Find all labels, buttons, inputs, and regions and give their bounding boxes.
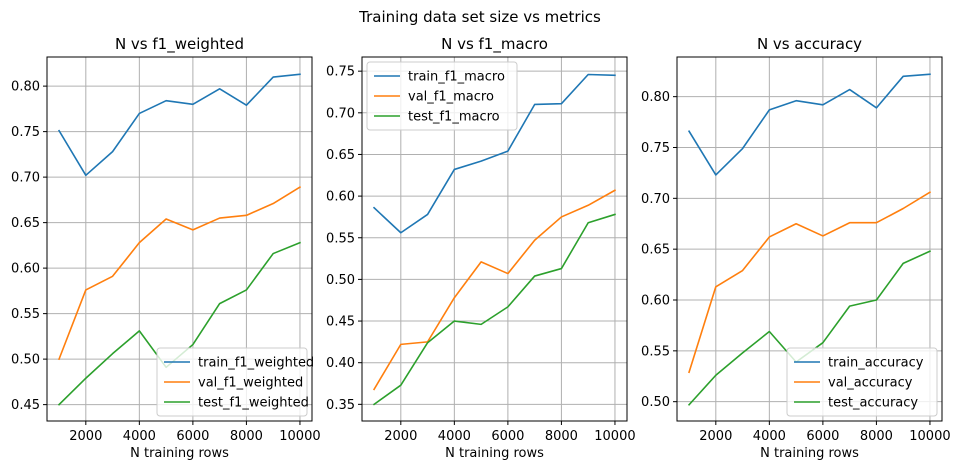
- y-tick-label: 0.60: [326, 190, 355, 205]
- y-tick-label: 0.75: [11, 125, 40, 140]
- x-tick-label: 10000: [594, 429, 635, 444]
- y-tick-label: 0.55: [641, 344, 670, 359]
- legend-frame: [156, 347, 308, 417]
- legend-label: val_f1_macro: [408, 90, 494, 105]
- x-tick-label: 10000: [909, 429, 950, 444]
- legend-label: val_accuracy: [828, 376, 913, 391]
- series-line-val_accuracy: [688, 191, 932, 374]
- y-tick-label: 0.55: [326, 231, 355, 246]
- y-tick-label: 0.50: [641, 395, 670, 410]
- x-tick-label: 4000: [123, 429, 156, 444]
- x-tick-label: 8000: [230, 429, 263, 444]
- series-line-val_f1_macro: [372, 189, 617, 391]
- legend-frame: [366, 61, 518, 131]
- x-axis-label: N training rows: [445, 446, 544, 461]
- x-tick-label: 8000: [545, 429, 578, 444]
- subplot-title: N vs f1_macro: [441, 35, 548, 54]
- legend-label: test_f1_macro: [408, 110, 500, 125]
- y-tick-label: 0.35: [326, 398, 355, 413]
- y-tick-label: 0.65: [641, 243, 670, 258]
- series-line-train_f1_macro: [372, 73, 616, 234]
- legend: train_f1_weighted val_f1_weighted test_f1_…: [156, 347, 314, 417]
- x-tick-label: 4000: [438, 429, 471, 444]
- x-tick-label: 2000: [699, 429, 732, 444]
- y-tick-label: 0.70: [11, 171, 40, 186]
- series-line-test_f1_macro: [372, 213, 616, 406]
- y-tick-label: 0.70: [326, 106, 355, 121]
- y-tick-label: 0.45: [326, 315, 355, 330]
- x-tick-label: 2000: [384, 429, 417, 444]
- subplots: 2000 4000 6000 8000 10000 0.45 0.50 0.55 0.60 0.6…: [11, 35, 951, 461]
- legend-label: test_accuracy: [828, 396, 918, 411]
- x-tick-label: 6000: [491, 429, 524, 444]
- y-tick-label: 0.45: [11, 398, 40, 413]
- y-tick-label: 0.65: [326, 148, 355, 163]
- legend: train_accuracy val_accuracy test_accuracy: [786, 347, 938, 417]
- x-tick-label: 6000: [176, 429, 209, 444]
- figure-suptitle: Training data set size vs metrics: [358, 8, 601, 26]
- y-tick-label: 0.60: [11, 262, 40, 277]
- y-tick-label: 0.50: [11, 353, 40, 368]
- y-tick-label: 0.70: [641, 192, 670, 207]
- x-tick-label: 10000: [279, 429, 320, 444]
- legend-label: train_f1_macro: [408, 70, 505, 85]
- x-tick-label: 8000: [860, 429, 893, 444]
- series-line-val_f1_weighted: [58, 186, 302, 361]
- subplot-2: 2000 4000 6000 8000 10000 0.35 0.40 0.45 0.50 0.5…: [326, 35, 636, 461]
- y-tick-label: 0.75: [326, 65, 355, 80]
- y-tick-label: 0.80: [641, 90, 670, 105]
- legend-label: train_f1_weighted: [198, 356, 314, 371]
- subplot-title: N vs accuracy: [757, 35, 862, 53]
- axes-frame: [46, 56, 313, 422]
- x-tick-label: 6000: [806, 429, 839, 444]
- x-tick-label: 2000: [69, 429, 102, 444]
- legend-frame: [786, 347, 938, 417]
- y-tick-label: 0.65: [11, 216, 40, 231]
- y-tick-label: 0.50: [326, 273, 355, 288]
- series-line-train_f1_weighted: [57, 73, 301, 177]
- subplot-title: N vs f1_weighted: [115, 35, 244, 54]
- axes-frame: [676, 56, 943, 422]
- legend-label: train_accuracy: [828, 356, 924, 371]
- y-tick-label: 0.80: [11, 80, 40, 95]
- series-line-train_accuracy: [687, 73, 931, 176]
- legend-label: val_f1_weighted: [198, 376, 303, 391]
- legend-label: test_f1_weighted: [198, 396, 309, 411]
- y-tick-label: 0.75: [641, 141, 670, 156]
- x-tick-label: 4000: [753, 429, 786, 444]
- x-axis-label: N training rows: [760, 446, 859, 461]
- subplot-3: 2000 4000 6000 8000 10000 0.50 0.55 0.60 0.65 0.7…: [641, 35, 951, 461]
- legend: train_f1_macro val_f1_macro test_f1_macro: [366, 61, 518, 131]
- axes-frame: [361, 56, 628, 422]
- x-axis-label: N training rows: [130, 446, 229, 461]
- y-tick-label: 0.40: [326, 356, 355, 371]
- y-tick-label: 0.55: [11, 307, 40, 322]
- y-tick-label: 0.60: [641, 294, 670, 309]
- subplot-1: 2000 4000 6000 8000 10000 0.45 0.50 0.55 0.60 0.6…: [11, 35, 321, 461]
